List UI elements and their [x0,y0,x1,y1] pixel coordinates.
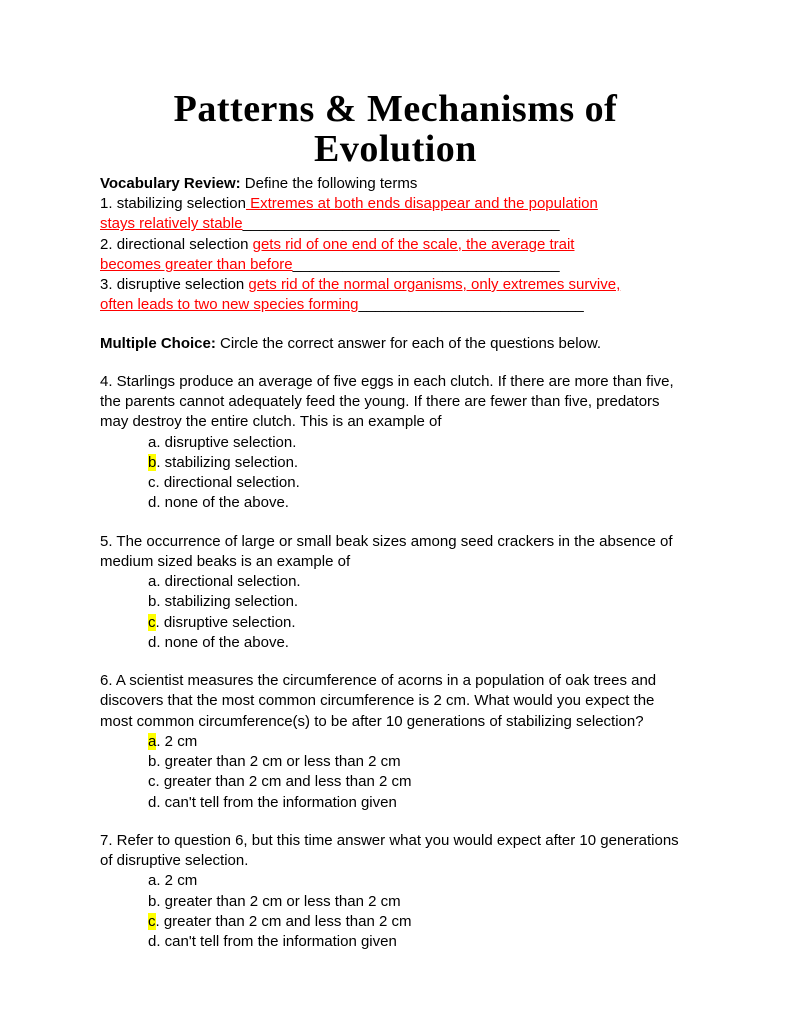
choice-list: a. 2 cmb. greater than 2 cm or less than… [100,732,691,813]
mc-heading: Multiple Choice: [100,335,216,352]
choice: b. stabilizing selection. [148,453,691,473]
vocab-num: 3. [100,276,117,293]
choice: d. none of the above. [148,633,691,653]
choice-letter: c [148,773,156,790]
vocab-term: directional selection [117,236,253,253]
choice-list: a. 2 cmb. greater than 2 cm or less than… [100,871,691,952]
vocab-trail: ________________________________ [293,256,560,273]
question: 7. Refer to question 6, but this time an… [100,831,691,953]
choice: a. 2 cm [148,732,691,752]
choice-text: . greater than 2 cm and less than 2 cm [156,773,412,790]
choice: c. greater than 2 cm and less than 2 cm [148,772,691,792]
choice-text: . stabilizing selection. [156,593,298,610]
choice-list: a. directional selection.b. stabilizing … [100,572,691,653]
choice-text: . directional selection. [156,573,300,590]
question-stem: 5. The occurrence of large or small beak… [100,532,691,573]
choice-text: . directional selection. [156,474,300,491]
question: 5. The occurrence of large or small beak… [100,532,691,654]
choice: a. disruptive selection. [148,433,691,453]
choice: c. directional selection. [148,473,691,493]
choice-text: . 2 cm [156,872,197,889]
choice-text: . stabilizing selection. [156,454,298,471]
choice: a. 2 cm [148,871,691,891]
choice-list: a. disruptive selection.b. stabilizing s… [100,433,691,514]
question: 6. A scientist measures the circumferenc… [100,671,691,813]
vocab-answer: stays relatively stable [100,215,243,232]
choice: d. can't tell from the information given [148,793,691,813]
choice: b. greater than 2 cm or less than 2 cm [148,752,691,772]
choice-text: . can't tell from the information given [156,933,396,950]
vocab-answer: often leads to two new species forming [100,296,358,313]
question: 4. Starlings produce an average of five … [100,372,691,514]
choice-letter: c [148,614,156,631]
choice-text: . none of the above. [156,634,289,651]
vocab-answer: Extremes at both ends disappear and the … [246,195,598,212]
choice: c. greater than 2 cm and less than 2 cm [148,912,691,932]
vocab-item: 3. disruptive selection gets rid of the … [100,275,691,316]
choice-text: . greater than 2 cm or less than 2 cm [156,893,400,910]
vocab-item: 1. stabilizing selection Extremes at bot… [100,194,691,235]
choice: a. directional selection. [148,572,691,592]
choice-letter: c [148,474,156,491]
vocab-term: disruptive selection [117,276,249,293]
vocab-answer: becomes greater than before [100,256,293,273]
choice-text: . disruptive selection. [156,434,296,451]
vocab-num: 2. [100,236,117,253]
choice-text: . greater than 2 cm and less than 2 cm [156,913,412,930]
choice-text: . greater than 2 cm or less than 2 cm [156,753,400,770]
choice: d. none of the above. [148,493,691,513]
vocab-item: 2. directional selection gets rid of one… [100,235,691,276]
multiple-choice-heading: Multiple Choice: Circle the correct answ… [100,334,691,354]
choice-text: . none of the above. [156,494,289,511]
question-stem: 6. A scientist measures the circumferenc… [100,671,691,732]
choice: b. stabilizing selection. [148,592,691,612]
choice-letter: c [148,913,156,930]
question-stem: 4. Starlings produce an average of five … [100,372,691,433]
vocabulary-section: Vocabulary Review: Define the following … [100,174,691,316]
choice: c. disruptive selection. [148,613,691,633]
vocab-answer: gets rid of the normal organisms, only e… [248,276,620,293]
vocab-term: stabilizing selection [117,195,246,212]
vocab-trail: ___________________________ [358,296,583,313]
mc-instruction: Circle the correct answer for each of th… [216,335,601,352]
choice-text: . can't tell from the information given [156,794,396,811]
choice-text: . disruptive selection. [156,614,296,631]
vocab-trail: ______________________________________ [243,215,560,232]
vocab-instruction: Define the following terms [241,175,418,192]
vocab-num: 1. [100,195,117,212]
choice: d. can't tell from the information given [148,932,691,952]
question-stem: 7. Refer to question 6, but this time an… [100,831,691,872]
choice: b. greater than 2 cm or less than 2 cm [148,892,691,912]
choice-text: . 2 cm [156,733,197,750]
vocab-heading: Vocabulary Review: [100,175,241,192]
vocab-answer: gets rid of one end of the scale, the av… [253,236,575,253]
document-page: Patterns & Mechanisms of Evolution Vocab… [0,0,791,1030]
page-title: Patterns & Mechanisms of Evolution [100,90,691,170]
